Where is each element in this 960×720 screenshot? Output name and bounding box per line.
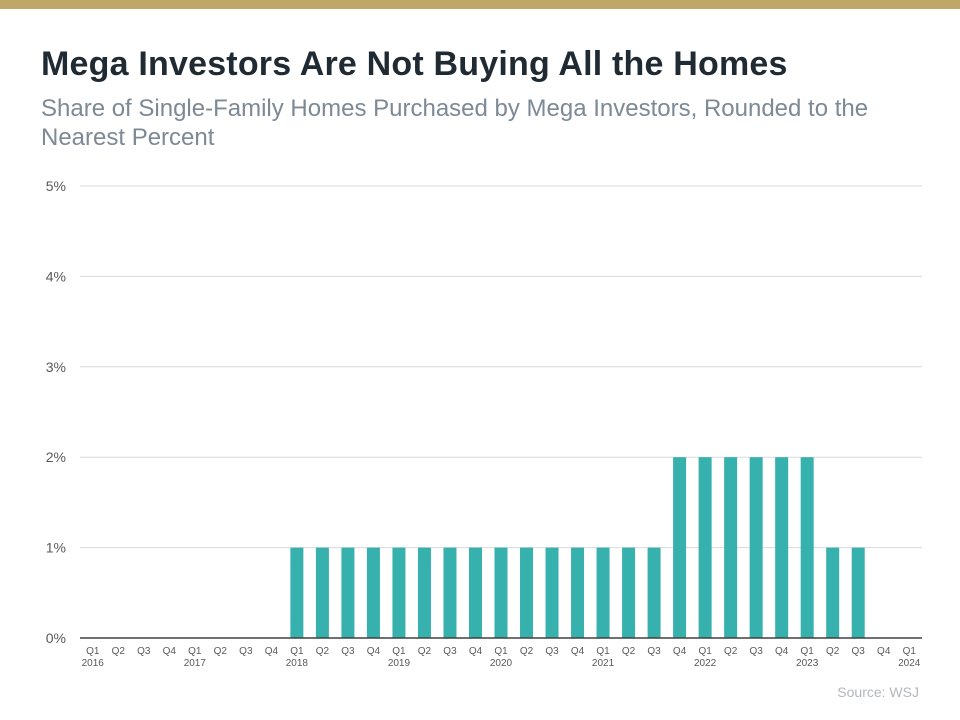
x-tick-year-label: 2020 [490, 658, 513, 669]
x-tick-label: Q3 [239, 646, 253, 657]
x-tick-label: Q3 [545, 646, 559, 657]
x-tick-label: Q2 [112, 646, 126, 657]
y-tick-label: 5% [46, 178, 66, 194]
x-tick-year-label: 2018 [286, 658, 309, 669]
x-tick-label: Q2 [826, 646, 840, 657]
x-tick-label: Q4 [163, 646, 177, 657]
bar [698, 457, 712, 638]
x-tick-label: Q2 [316, 646, 330, 657]
bar [775, 457, 789, 638]
x-tick-label: Q4 [265, 646, 279, 657]
bar [494, 547, 508, 638]
bar [315, 547, 329, 638]
x-tick-label: Q1 [290, 646, 304, 657]
bar [800, 457, 814, 638]
x-tick-year-label: 2023 [796, 658, 819, 669]
bar [468, 547, 482, 638]
y-tick-label: 3% [46, 359, 66, 375]
x-tick-label: Q3 [137, 646, 151, 657]
x-tick-label: Q4 [673, 646, 687, 657]
x-tick-year-label: 2022 [694, 658, 717, 669]
accent-top-bar [0, 0, 960, 9]
x-tick-label: Q3 [443, 646, 457, 657]
x-tick-label: Q2 [418, 646, 432, 657]
x-tick-label: Q1 [801, 646, 815, 657]
x-tick-label: Q4 [367, 646, 381, 657]
x-tick-label: Q1 [188, 646, 202, 657]
bar [366, 547, 380, 638]
bar [571, 547, 585, 638]
x-tick-label: Q4 [469, 646, 483, 657]
bar [673, 457, 687, 638]
x-tick-label: Q2 [724, 646, 738, 657]
y-tick-label: 2% [46, 449, 66, 465]
x-tick-label: Q3 [749, 646, 763, 657]
bar [826, 547, 840, 638]
x-tick-label: Q3 [852, 646, 866, 657]
bar [647, 547, 661, 638]
x-tick-label: Q1 [494, 646, 508, 657]
chart-subtitle: Share of Single-Family Homes Purchased b… [41, 95, 869, 151]
x-tick-label: Q2 [214, 646, 228, 657]
x-tick-label: Q4 [775, 646, 789, 657]
y-tick-label: 1% [46, 540, 66, 556]
x-tick-year-label: 2016 [82, 658, 105, 669]
bar [443, 547, 457, 638]
y-tick-label: 4% [46, 268, 66, 284]
x-tick-label: Q1 [392, 646, 406, 657]
bar [724, 457, 738, 638]
bar [520, 547, 534, 638]
bar [392, 547, 406, 638]
bar [851, 547, 865, 638]
bar [749, 457, 763, 638]
x-tick-year-label: 2021 [592, 658, 615, 669]
x-tick-year-label: 2017 [184, 658, 207, 669]
bar [341, 547, 355, 638]
x-tick-year-label: 2024 [898, 658, 921, 669]
x-tick-year-label: 2019 [388, 658, 411, 669]
bar [417, 547, 431, 638]
bar [290, 547, 304, 638]
source-note: Source: WSJ [837, 684, 919, 700]
y-tick-label: 0% [46, 630, 66, 646]
bar [622, 547, 636, 638]
x-tick-label: Q4 [877, 646, 891, 657]
x-tick-label: Q1 [698, 646, 712, 657]
x-tick-label: Q1 [596, 646, 610, 657]
x-tick-label: Q3 [341, 646, 355, 657]
chart-title: Mega Investors Are Not Buying All the Ho… [41, 45, 788, 83]
x-tick-label: Q3 [647, 646, 661, 657]
x-tick-label: Q1 [903, 646, 917, 657]
x-tick-label: Q4 [571, 646, 585, 657]
bar [545, 547, 559, 638]
bar [596, 547, 610, 638]
x-tick-label: Q2 [622, 646, 636, 657]
x-tick-label: Q1 [86, 646, 100, 657]
x-tick-label: Q2 [520, 646, 534, 657]
